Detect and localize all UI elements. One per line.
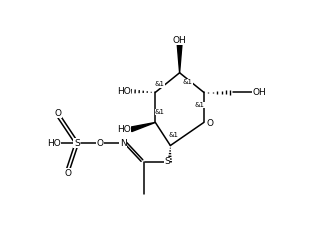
- Polygon shape: [177, 45, 182, 73]
- Text: HO: HO: [117, 125, 131, 134]
- Text: S: S: [74, 139, 80, 148]
- Text: HO: HO: [117, 87, 131, 96]
- Polygon shape: [131, 122, 155, 132]
- Text: &1: &1: [155, 109, 165, 115]
- Text: HO: HO: [47, 139, 61, 148]
- Text: O: O: [206, 119, 213, 128]
- Text: &1: &1: [183, 79, 193, 85]
- Text: O: O: [64, 169, 71, 178]
- Text: OH: OH: [173, 36, 187, 45]
- Text: &1: &1: [194, 102, 204, 108]
- Text: N: N: [120, 139, 126, 148]
- Text: O: O: [55, 109, 62, 118]
- Text: S: S: [164, 157, 170, 166]
- Text: OH: OH: [252, 88, 266, 97]
- Text: &1: &1: [169, 132, 179, 138]
- Text: &1: &1: [155, 81, 165, 87]
- Text: O: O: [96, 139, 103, 148]
